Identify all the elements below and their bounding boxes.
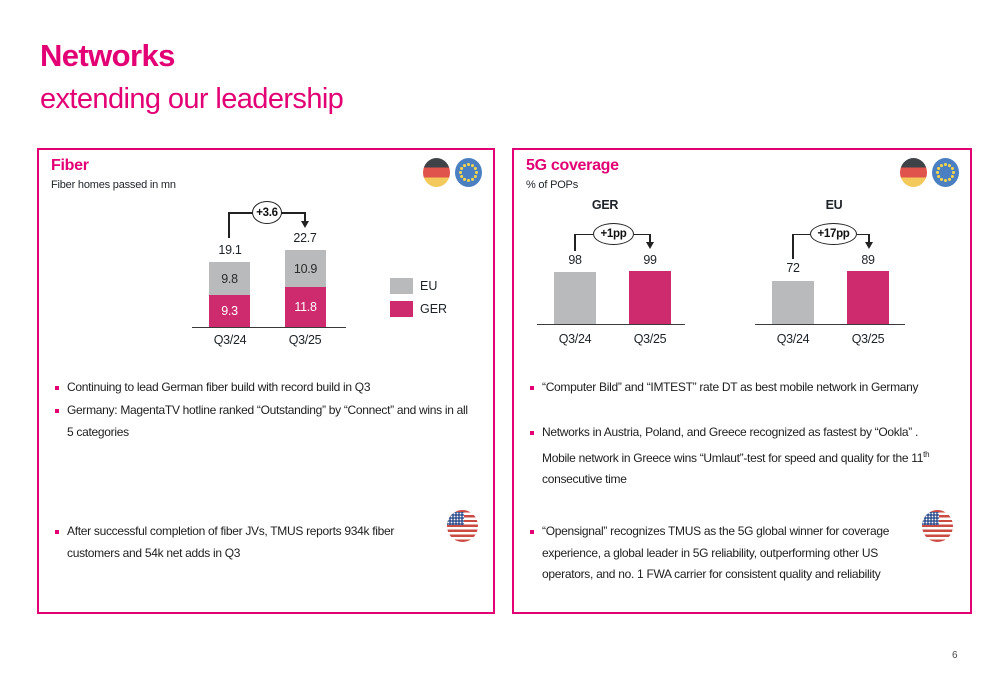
bullet-marker xyxy=(55,385,59,390)
bar-segment-ger: 11.8 xyxy=(285,287,326,327)
germany-flag-icon xyxy=(900,158,927,187)
fiber-panel-title: Fiber xyxy=(51,157,89,174)
bracket-line xyxy=(574,233,593,235)
x-tick-label: Q3/25 xyxy=(633,332,667,346)
bracket-line xyxy=(228,212,253,214)
bullet-text: “Opensignal” recognizes TMUS as the 5G g… xyxy=(542,524,890,581)
bullet-text: Germany: MagentaTV hotline ranked “Outst… xyxy=(67,403,468,439)
bullet-item-us: “Opensignal” recognizes TMUS as the 5G g… xyxy=(530,521,922,586)
page-number: 6 xyxy=(952,650,958,661)
bar-segment-ger: 9.3 xyxy=(209,295,250,327)
eu-flag-icon xyxy=(455,158,482,187)
fiber-panel: Fiber Fiber homes passed in mn +3.6 19.1… xyxy=(37,148,495,614)
bracket-line xyxy=(281,212,306,214)
germany-flag-icon xyxy=(423,158,450,187)
bar-value-label: 98 xyxy=(568,253,582,267)
bullet-marker xyxy=(55,529,59,534)
bracket-line xyxy=(304,212,306,222)
eu-flag-icon xyxy=(932,158,959,187)
bracket-line xyxy=(857,233,869,235)
x-axis-line xyxy=(192,326,346,329)
slide-title: Networks xyxy=(40,38,175,73)
bullet-item: “Computer Bild” and “IMTEST” rate DT as … xyxy=(530,377,947,399)
bullet-item-us: After successful completion of fiber JVs… xyxy=(55,521,447,564)
bracket-line xyxy=(868,234,870,243)
bullet-text: “Computer Bild” and “IMTEST” rate DT as … xyxy=(542,380,919,394)
bracket-line xyxy=(228,212,230,238)
group-header-eu: EU xyxy=(825,198,843,212)
5g-panel-flags xyxy=(900,158,959,187)
group-header-ger: GER xyxy=(591,198,619,212)
x-tick-label: Q3/24 xyxy=(213,333,247,347)
x-axis-line xyxy=(537,323,685,326)
bullet-text: Networks in Austria, Poland, and Greece … xyxy=(542,425,930,486)
bullet-item: Networks in Austria, Poland, and Greece … xyxy=(530,422,947,491)
bar-q324-eu xyxy=(772,281,814,324)
bullet-item: Continuing to lead German fiber build wi… xyxy=(55,377,469,399)
legend-label-eu: EU xyxy=(420,279,438,293)
bullet-item: Germany: MagentaTV hotline ranked “Outst… xyxy=(55,400,469,443)
stacked-bar-q325: 10.9 11.8 xyxy=(285,250,326,327)
legend-swatch-ger xyxy=(390,301,413,317)
fiber-panel-subtitle: Fiber homes passed in mn xyxy=(51,179,176,191)
bullet-marker xyxy=(55,408,59,413)
superscript: th xyxy=(923,449,930,459)
fiber-panel-flags xyxy=(423,158,482,187)
bar-q324-ger xyxy=(554,272,596,324)
delta-badge: +1pp xyxy=(593,223,634,245)
x-tick-label: Q3/25 xyxy=(288,333,322,347)
bar-value-label: 89 xyxy=(861,253,875,267)
bar-q325-ger xyxy=(629,271,671,324)
bar-total-label: 22.7 xyxy=(293,231,317,245)
5g-panel-subtitle: % of POPs xyxy=(526,179,578,191)
5g-coverage-panel: 5G coverage % of POPs GER +1pp 98 99 Q3/… xyxy=(512,148,972,614)
delta-badge: +17pp xyxy=(810,223,857,245)
delta-badge: +3.6 xyxy=(252,201,282,224)
bullet-marker xyxy=(530,430,534,435)
bracket-line xyxy=(792,234,794,259)
slide-subtitle: extending our leadership xyxy=(40,83,344,115)
stacked-bar-q324: 9.8 9.3 xyxy=(209,262,250,327)
arrow-down-icon xyxy=(646,242,654,249)
bracket-line xyxy=(634,233,650,235)
bar-value-label: 99 xyxy=(643,253,657,267)
bullet-text: After successful completion of fiber JVs… xyxy=(67,524,395,560)
x-tick-label: Q3/24 xyxy=(558,332,592,346)
fiber-chart: +3.6 19.1 22.7 9.8 9.3 10.9 11.8 Q3/24 Q… xyxy=(39,150,493,612)
x-tick-label: Q3/24 xyxy=(776,332,810,346)
5g-panel-title: 5G coverage xyxy=(526,157,619,174)
bracket-line xyxy=(792,233,810,235)
x-tick-label: Q3/25 xyxy=(851,332,885,346)
x-axis-line xyxy=(755,323,905,326)
5g-coverage-chart: GER +1pp 98 99 Q3/24 Q3/25 EU +17pp 72 8… xyxy=(514,150,970,612)
us-flag-icon xyxy=(447,510,478,542)
bullet-text: Continuing to lead German fiber build wi… xyxy=(67,380,371,394)
bracket-line xyxy=(649,234,651,243)
bar-segment-eu: 10.9 xyxy=(285,250,326,287)
bar-q325-eu xyxy=(847,271,889,324)
bullet-marker xyxy=(530,529,534,534)
legend-swatch-eu xyxy=(390,278,413,294)
legend-label-ger: GER xyxy=(420,302,448,316)
bar-value-label: 72 xyxy=(786,261,800,275)
bullet-marker xyxy=(530,385,534,390)
bar-segment-eu: 9.8 xyxy=(209,262,250,295)
arrow-down-icon xyxy=(865,242,873,249)
us-flag-icon xyxy=(922,510,953,542)
arrow-down-icon xyxy=(301,221,309,228)
bracket-line xyxy=(574,234,576,251)
bar-total-label: 19.1 xyxy=(218,243,242,257)
